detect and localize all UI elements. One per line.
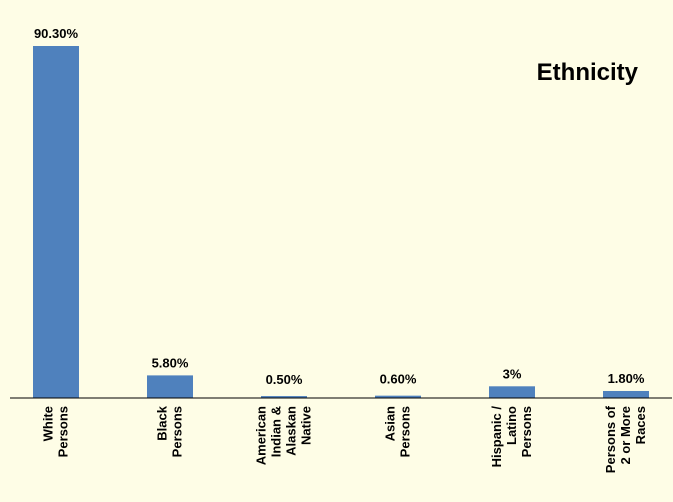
category-label-line: Asian <box>383 406 398 441</box>
category-label-line: Indian & <box>269 406 284 457</box>
category-label-line: Black <box>155 405 170 440</box>
data-label-1: 5.80% <box>152 355 189 370</box>
category-label-3: Asian Persons <box>383 406 413 457</box>
category-label-line: Persons <box>56 406 71 457</box>
category-labels-group: White Persons Black Persons American Indian &… <box>41 405 649 473</box>
category-label-5: Persons of 2 or More Races <box>603 405 648 473</box>
category-label-line: Persons of <box>603 405 618 473</box>
category-label-line: Persons <box>519 406 534 457</box>
category-label-0: White Persons <box>41 406 71 457</box>
bar-4 <box>489 386 535 398</box>
category-label-line: Native <box>299 406 314 445</box>
category-label-line: Latino <box>504 406 519 445</box>
data-label-2: 0.50% <box>266 372 303 387</box>
category-label-line: Alaskan <box>284 406 299 456</box>
data-label-0: 90.30% <box>34 26 79 41</box>
data-label-3: 0.60% <box>380 372 417 387</box>
category-label-line: 2 or More <box>618 406 633 465</box>
data-label-4: 3% <box>503 366 522 381</box>
category-label-line: Races <box>633 406 648 444</box>
data-label-5: 1.80% <box>608 371 645 386</box>
category-label-2: American Indian & Alaskan Native <box>254 406 314 465</box>
bars-group <box>33 46 649 398</box>
category-label-line: Persons <box>170 406 185 457</box>
bar-1 <box>147 375 193 398</box>
category-label-line: Hispanic / <box>489 406 504 468</box>
category-label-line: Persons <box>398 406 413 457</box>
bar-3 <box>375 395 421 398</box>
category-label-line: White <box>41 406 56 441</box>
chart-title: Ethnicity <box>537 59 639 86</box>
data-labels-group: 90.30% 5.80% 0.50% 0.60% 3% 1.80% <box>34 26 645 387</box>
category-label-1: Black Persons <box>155 405 185 457</box>
category-label-4: Hispanic / Latino Persons <box>489 406 534 468</box>
bar-2 <box>261 396 307 398</box>
category-label-line: American <box>254 406 269 465</box>
bar-5 <box>603 390 649 398</box>
bar-0 <box>33 46 79 398</box>
